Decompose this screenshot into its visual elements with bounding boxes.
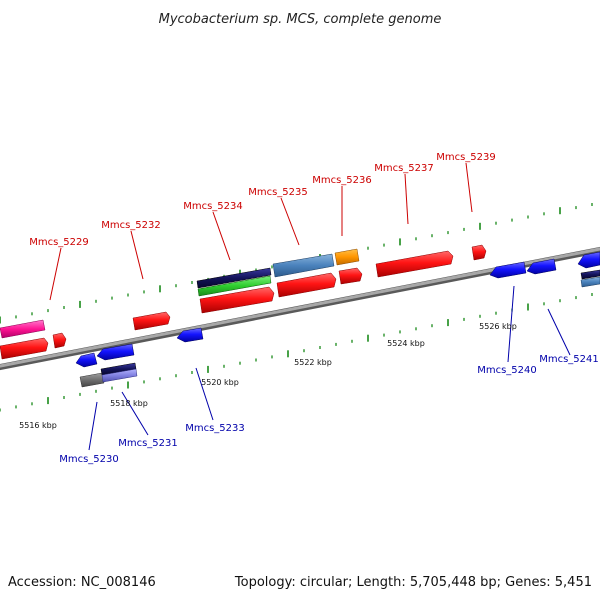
position-labels: 5516 kbp 5518 kbp 5520 kbp 5522 kbp 5524…	[19, 322, 517, 430]
gene-label[interactable]: Mmcs_5234	[183, 201, 243, 212]
kbp-label: 5524 kbp	[387, 339, 425, 348]
gene-label[interactable]: Mmcs_5229	[29, 237, 89, 248]
gene-label[interactable]: Mmcs_5230	[59, 454, 119, 465]
bottom-callout-lines	[88, 285, 571, 451]
bottom-tick-track	[0, 293, 593, 412]
kbp-label: 5516 kbp	[19, 421, 57, 430]
gene-arrow[interactable]	[176, 327, 204, 343]
gene-arrow[interactable]	[334, 248, 360, 266]
gene-arrow[interactable]	[96, 343, 135, 361]
top-callout-lines	[49, 162, 473, 301]
kbp-label: 5526 kbp	[479, 322, 517, 331]
gene-arrow[interactable]	[338, 267, 363, 285]
gene-label[interactable]: Mmcs_5237	[374, 163, 434, 174]
kbp-label: 5522 kbp	[294, 358, 332, 367]
gene-label[interactable]: Mmcs_5240	[477, 365, 537, 376]
top-strand-genes	[0, 244, 487, 360]
gene-arrow[interactable]	[196, 267, 272, 289]
gene-arrow[interactable]	[0, 319, 46, 339]
gene-arrow[interactable]	[276, 272, 337, 298]
gene-arrow[interactable]	[132, 311, 171, 331]
gene-arrow[interactable]	[0, 337, 49, 360]
map-title: Mycobacterium sp. MCS, complete genome	[159, 12, 442, 27]
gene-label[interactable]: Mmcs_5239	[436, 152, 496, 163]
gene-arrow[interactable]	[375, 250, 454, 278]
gene-arrow[interactable]	[52, 332, 67, 349]
kbp-label: 5518 kbp	[110, 399, 148, 408]
gene-arrow[interactable]	[272, 253, 335, 278]
gene-arrow[interactable]	[526, 258, 557, 275]
gene-arrow[interactable]	[75, 352, 98, 368]
top-gene-labels: Mmcs_5229 Mmcs_5232 Mmcs_5234 Mmcs_5235 …	[29, 152, 496, 248]
gene-arrow[interactable]	[580, 269, 600, 280]
bottom-strand-genes	[75, 251, 600, 388]
gene-arrow[interactable]	[79, 372, 105, 388]
gene-arrow[interactable]	[199, 286, 275, 314]
accession-text: Accession: NC_008146	[8, 575, 156, 590]
gene-label[interactable]: Mmcs_5232	[101, 220, 161, 231]
gene-arrow[interactable]	[577, 251, 600, 269]
gene-arrow[interactable]	[580, 276, 600, 288]
gene-label[interactable]: Mmcs_5236	[312, 175, 372, 186]
genome-summary-text: Topology: circular; Length: 5,705,448 bp…	[234, 575, 592, 590]
gene-label[interactable]: Mmcs_5241	[539, 354, 599, 365]
gene-label[interactable]: Mmcs_5235	[248, 187, 308, 198]
gene-label[interactable]: Mmcs_5231	[118, 438, 178, 449]
gene-label[interactable]: Mmcs_5233	[185, 423, 245, 434]
gene-arrow[interactable]	[471, 244, 487, 261]
gene-arrow[interactable]	[101, 368, 138, 383]
gene-arrow[interactable]	[489, 261, 527, 279]
kbp-label: 5520 kbp	[201, 378, 239, 387]
bottom-gene-labels: Mmcs_5230 Mmcs_5231 Mmcs_5233 Mmcs_5240 …	[59, 354, 599, 465]
gene-arrow[interactable]	[197, 275, 272, 297]
